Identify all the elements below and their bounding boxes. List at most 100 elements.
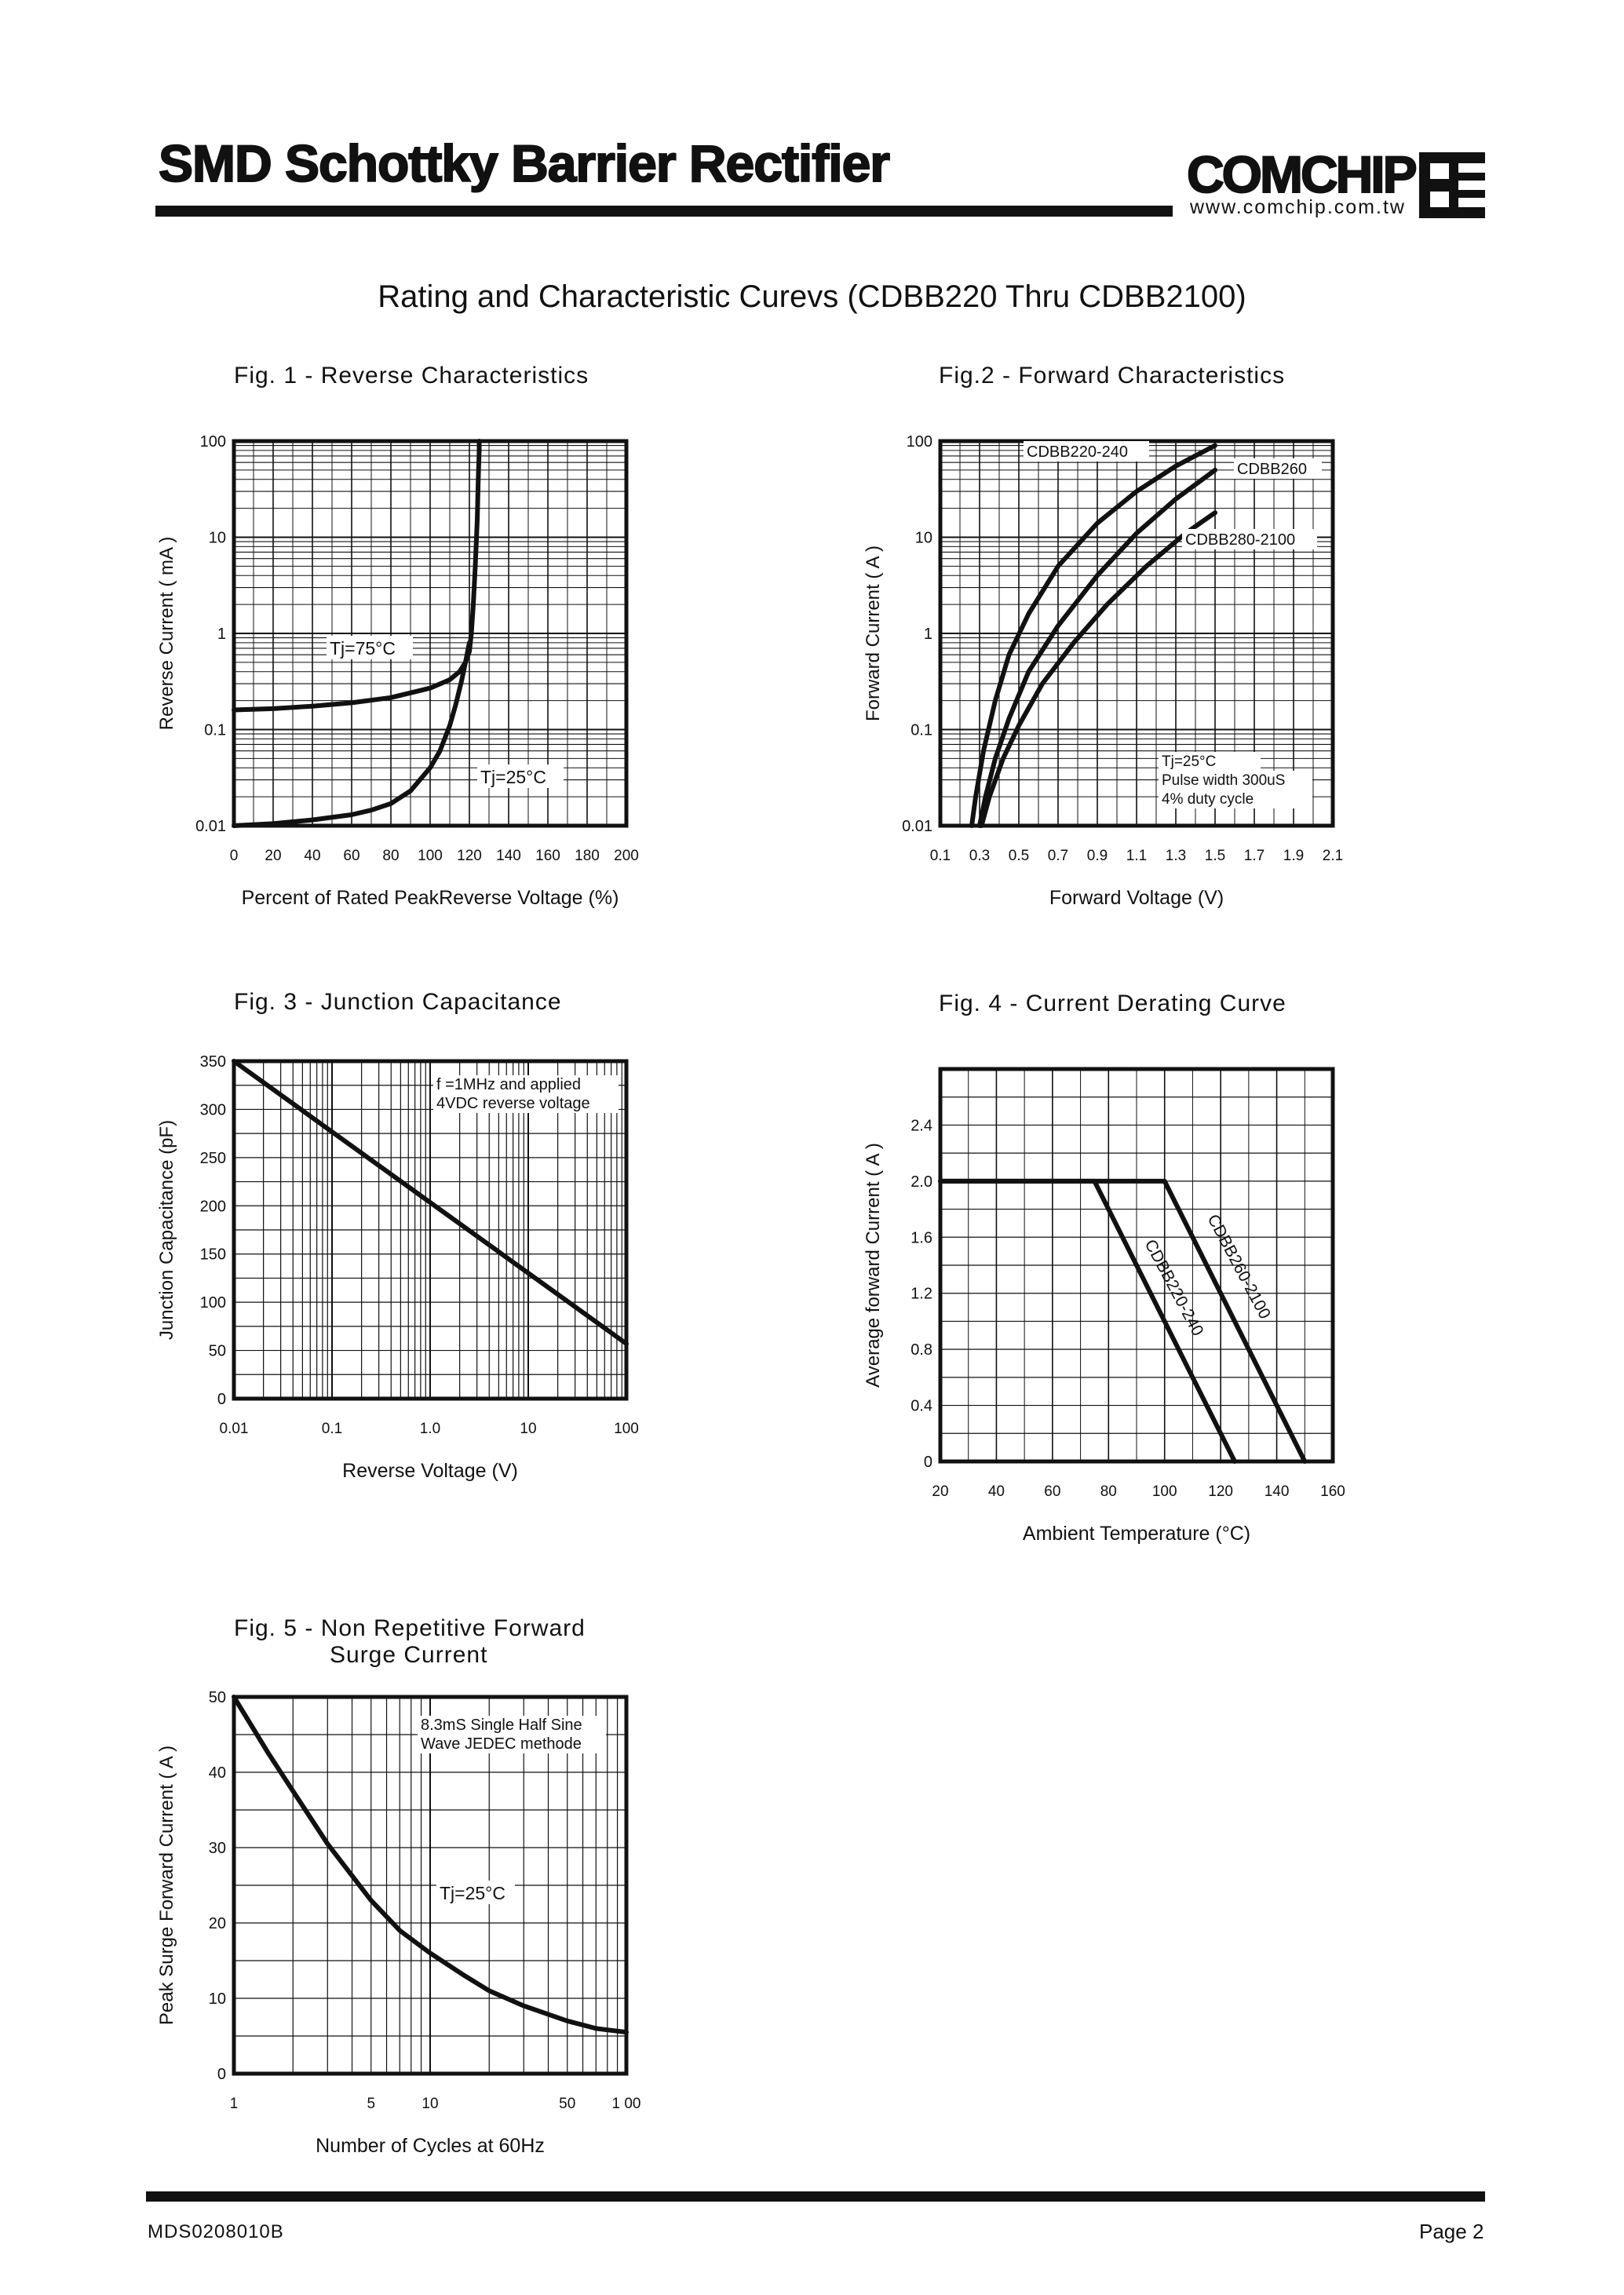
fig2-title: Fig.2 - Forward Characteristics (939, 363, 1286, 389)
fig1-series-1-label: Tj=75°C (330, 638, 396, 659)
fig5-ytick-label: 0 (217, 2066, 226, 2083)
fig5-x-axis-title: Number of Cycles at 60Hz (316, 2135, 545, 2157)
fig5-y-axis-title: Peak Surge Forward Current ( A ) (156, 1746, 177, 2025)
fig5-title-line1: Fig. 5 - Non Repetitive Forward (234, 1615, 586, 1641)
fig1-ytick-label: 100 (200, 433, 226, 451)
fig2-ytick-label: 0.1 (911, 722, 932, 739)
fig3-ytick-label: 200 (200, 1198, 226, 1215)
fig3-x-axis-title: Reverse Voltage (V) (342, 1460, 518, 1482)
fig3-y-axis-title: Junction Capacitance (pF) (156, 1120, 177, 1340)
fig1-xtick-label: 60 (343, 848, 359, 864)
fig1-xtick-label: 40 (304, 848, 320, 864)
fig2-series-2-line (977, 467, 1217, 828)
fig3-ytick-label: 50 (209, 1343, 226, 1360)
fig2-xtick-label: 1.1 (1126, 848, 1147, 864)
fig1-xtick-label: 200 (614, 848, 639, 864)
fig2-xtick-label: 0.5 (1009, 848, 1029, 864)
fig1-y-axis-title: Reverse Current ( mA ) (156, 537, 177, 731)
fig3-plot-frame (232, 1059, 629, 1401)
fig2-y-axis-title: Forward Current ( A ) (863, 545, 884, 721)
fig1-ytick-label: 1 (217, 626, 226, 643)
document-title: SMD Schottky Barrier Rectifier (158, 133, 891, 193)
brand-logo-icon (1419, 152, 1485, 218)
fig3-xtick-label: 0.1 (322, 1421, 342, 1437)
fig5-chart: 1 5 10 50 1 00 0 10 20 30 40 50 Number of Cycles at… (156, 1689, 640, 2157)
fig2-annotation-line2-bg (1159, 771, 1312, 790)
fig5-xtick-label: 5 (367, 2096, 375, 2112)
fig2-ytick-label: 100 (907, 433, 932, 451)
fig5-annotation-line1-bg (418, 1716, 606, 1735)
page-number: Page 2 (1419, 2220, 1484, 2243)
fig5-ytick-label: 50 (209, 1689, 226, 1706)
fig2-annotation-line2: Pulse width 300uS (1162, 772, 1285, 789)
fig5-ytick-label: 40 (209, 1764, 226, 1782)
fig2-series-1-label-bg (1024, 441, 1149, 462)
fig3-chart: 0.01 0.1 1.0 10 100 0 50 100 150 200 250 300 350 Reve… (156, 1053, 639, 1482)
fig2-xtick-label: 1.5 (1205, 848, 1225, 864)
fig4-plot-frame (938, 1067, 1335, 1464)
fig1-xtick-label: 120 (457, 848, 482, 864)
fig1-xtick-label: 180 (575, 848, 600, 864)
fig1-plot-frame (232, 439, 629, 828)
fig4-ytick-label: 1.2 (911, 1286, 932, 1303)
document-id: MDS0208010B (148, 2221, 284, 2242)
fig1-x-axis-title: Percent of Rated PeakReverse Voltage (%) (242, 887, 619, 909)
fig4-ytick-label: 0.8 (911, 1341, 932, 1359)
fig2-xtick-label: 1.7 (1244, 848, 1265, 864)
fig5-ytick-label: 10 (209, 1990, 226, 2008)
fig4-ytick-label: 2.0 (911, 1173, 932, 1191)
fig1-series-1-label-bg (327, 636, 413, 659)
fig3-ytick-label: 300 (200, 1101, 226, 1118)
fig4-xtick-label: 40 (988, 1483, 1005, 1500)
fig5-xtick-label: 1 (230, 2096, 239, 2112)
brand-url: www.comchip.com.tw (1190, 196, 1406, 218)
fig1-xtick-label: 20 (265, 848, 281, 864)
fig3-xtick-label: 100 (614, 1421, 639, 1437)
fig5-annotation-line2-bg (418, 1735, 606, 1753)
fig2-x-axis-title: Forward Voltage (V) (1049, 887, 1224, 909)
fig3-annotation-line1: f =1MHz and applied (436, 1076, 581, 1093)
fig3-ytick-label: 350 (200, 1053, 226, 1071)
fig3-ytick-label: 100 (200, 1294, 226, 1312)
fig2-annotation-line3-bg (1159, 790, 1312, 808)
fig1-chart: 0 20 40 60 80 100 120 140 160 180 200 0.01 0.1 1 10 100… (156, 433, 639, 909)
fig5-ytick-label: 30 (209, 1840, 226, 1857)
fig1-series-2-line (232, 640, 472, 828)
fig4-series-1-label: CDBB220-240 (1141, 1237, 1207, 1339)
fig2-series-2-label: CDBB260 (1237, 461, 1307, 478)
fig5-plot-frame (232, 1695, 629, 2076)
fig5-annotation-tj-bg (436, 1881, 515, 1904)
fig3-annotation-line2: 4VDC reverse voltage (436, 1095, 590, 1112)
fig1-xtick-label: 0 (230, 848, 239, 864)
fig2-series-2-label-bg (1234, 458, 1322, 479)
fig2-xtick-label: 0.9 (1087, 848, 1108, 864)
fig4-ytick-label: 2.4 (911, 1117, 932, 1134)
fig4-xtick-label: 120 (1208, 1483, 1233, 1500)
fig3-annotation-line2-bg (433, 1094, 619, 1113)
fig2-series-1-line (969, 443, 1217, 828)
fig4-ytick-label: 0 (924, 1454, 932, 1471)
fig2-xtick-label: 1.9 (1283, 848, 1304, 864)
fig4-series-2-line (938, 1178, 1308, 1464)
fig5-annotation-line1: 8.3mS Single Half Sine (421, 1717, 582, 1734)
fig4-xtick-label: 80 (1100, 1483, 1117, 1500)
fig1-ytick-label: 10 (209, 530, 226, 547)
fig1-ytick-label: 0.1 (204, 722, 226, 739)
fig4-ytick-label: 0.4 (911, 1398, 932, 1415)
fig4-xtick-label: 160 (1320, 1483, 1345, 1500)
fig2-xtick-label: 2.1 (1323, 848, 1343, 864)
fig3-xtick-label: 0.01 (220, 1421, 249, 1437)
fig3-ytick-label: 0 (217, 1391, 226, 1408)
fig2-annotation-line3: 4% duty cycle (1162, 791, 1254, 808)
fig2-series-3-label: CDBB280-2100 (1185, 531, 1295, 549)
fig5-xtick-label: 50 (559, 2096, 575, 2112)
fig2-series-3-label-bg (1182, 529, 1317, 549)
fig1-series-2-label: Tj=25°C (480, 767, 546, 787)
fig5-annotation-tj: Tj=25°C (440, 1883, 505, 1903)
fig1-xtick-label: 160 (535, 848, 560, 864)
fig5-annotation-line2: Wave JEDEC methode (421, 1735, 582, 1753)
fig3-xtick-label: 1.0 (420, 1421, 440, 1437)
header-rule (155, 206, 1173, 217)
fig4-chart: 20 40 60 80 100 120 140 160 0 0.4 0.8 1.2 1.6 2.0 2.4 A… (863, 1067, 1345, 1545)
fig3-xtick-label: 10 (520, 1421, 536, 1437)
